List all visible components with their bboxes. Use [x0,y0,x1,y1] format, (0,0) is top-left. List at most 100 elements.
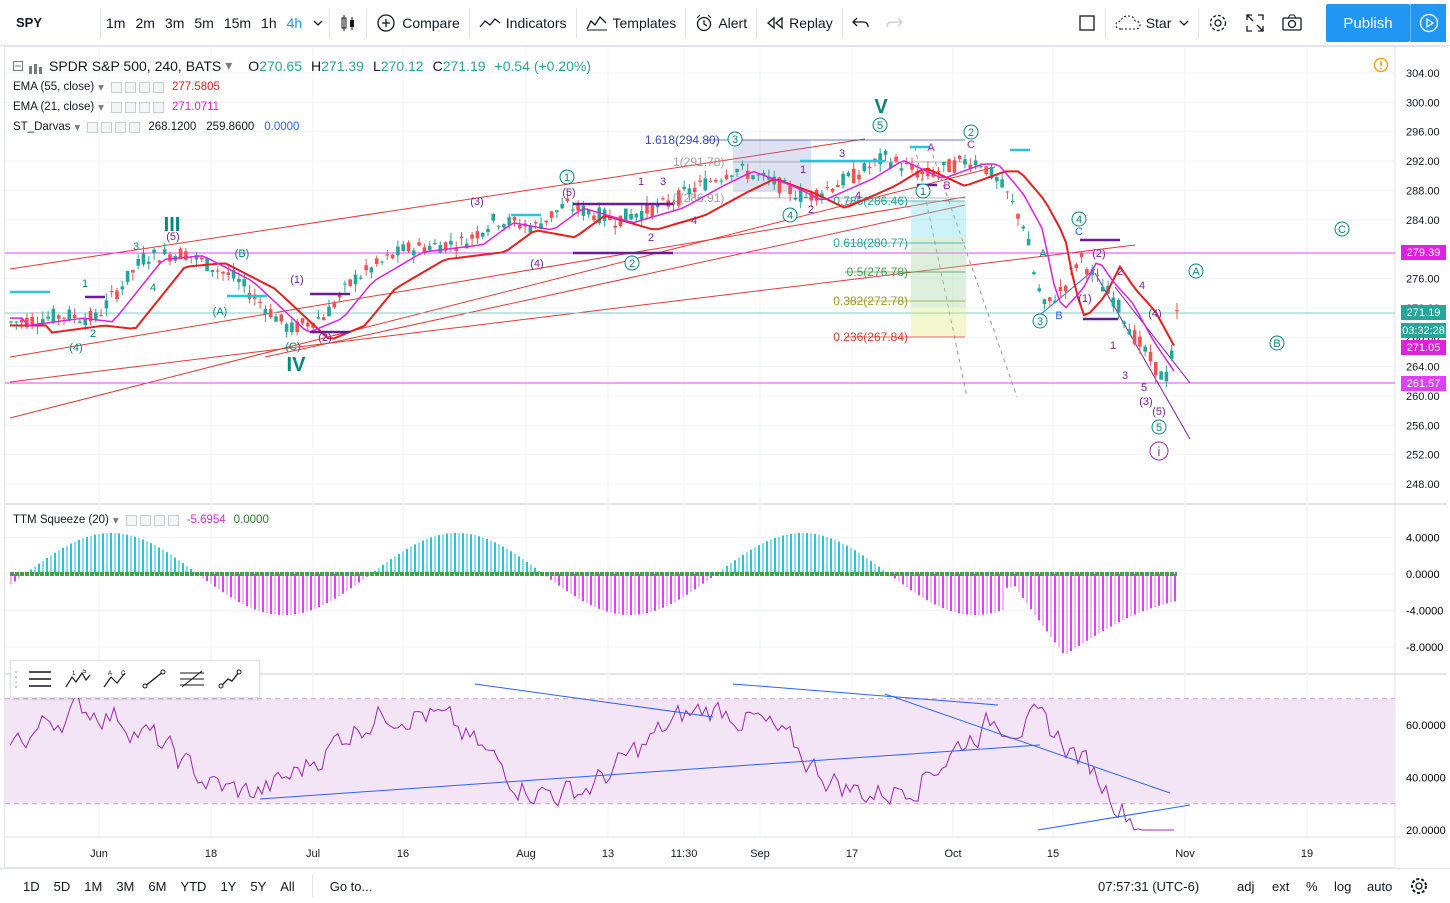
candle-body [1005,191,1010,193]
range-all[interactable]: All [280,878,295,894]
visibility-icon[interactable] [87,121,99,133]
interval-1m[interactable]: 1m [106,14,126,31]
star-button[interactable]: Star [1106,0,1199,46]
path-tool-icon[interactable] [211,661,249,697]
ema21-legend[interactable]: EMA (21, close) ▾ 271.0711 [13,100,219,114]
chart-container[interactable]: 1.618(294.80) 1(291.78) 0(286.91) 0.786(286… [4,46,1447,869]
candle-body [857,174,861,180]
range-1d[interactable]: 1D [23,878,40,894]
compare-button[interactable]: Compare [367,0,469,46]
candle-body [915,171,920,178]
templates-button[interactable]: Templates [577,0,686,46]
fib-retracement-icon[interactable] [173,661,211,697]
trend-line-icon[interactable] [135,661,173,697]
candle-body [1079,252,1084,258]
interval-4h[interactable]: 4h [286,14,303,31]
candle-body [412,250,416,256]
replay-button[interactable]: Replay [757,0,842,46]
interval-1h[interactable]: 1h [261,14,277,31]
drag-handle-icon[interactable] [11,664,21,694]
chevron-down-icon[interactable]: ▾ [98,82,104,94]
more-icon[interactable] [138,101,150,113]
snapshot-button[interactable] [1273,0,1311,46]
interval-2m[interactable]: 2m [135,14,155,31]
close-value: 271.19 [442,57,486,74]
camera-icon [1282,14,1303,31]
range-6m[interactable]: 6M [148,878,167,894]
goto-button[interactable]: Go to... [329,878,373,894]
symbol-search[interactable]: SPY [16,15,43,30]
ttm-legend[interactable]: TTM Squeeze (20) ▾ -5.6954 0.0000 [13,513,269,527]
close-icon[interactable] [167,514,179,526]
interval-dropdown-icon[interactable] [307,0,329,46]
close-icon[interactable] [152,81,164,93]
fullscreen-button[interactable] [1237,0,1273,46]
compare-label: Compare [402,14,460,31]
percent-toggle[interactable]: % [1306,878,1318,894]
candle-body [957,155,962,159]
fib-level-label: 1.618(294.80) [645,133,720,147]
close-icon[interactable] [129,121,141,133]
ema55-legend[interactable]: EMA (55, close) ▾ 277.5805 [13,80,220,94]
candle-body [1021,226,1026,229]
wave-circle [559,169,575,185]
settings-button[interactable] [1199,0,1237,46]
wave-label: 4 [855,190,861,202]
visibility-icon[interactable] [110,81,122,93]
alert-button[interactable]: Alert [686,0,756,46]
interval-5m[interactable]: 5m [194,14,214,31]
adj-toggle[interactable]: adj [1237,878,1255,894]
chevron-down-icon[interactable]: ▾ [112,515,119,527]
clock[interactable]: 07:57:31 (UTC-6) [1098,878,1200,894]
candle-body [820,193,824,197]
fullscreen-square-button[interactable] [1069,0,1105,46]
info-alert-icon[interactable] [1373,57,1389,78]
candle-body [883,150,888,155]
range-ytd[interactable]: YTD [180,878,207,894]
wave-label: 1 [1110,340,1116,352]
chevron-down-icon[interactable]: ▾ [225,57,233,73]
time-tick-label: 18 [205,848,217,860]
interval-3m[interactable]: 3m [164,14,185,31]
visibility-icon[interactable] [125,514,137,526]
range-1m[interactable]: 1M [84,878,103,894]
chevron-down-icon[interactable]: ▾ [98,102,104,114]
chart-type-candles-icon[interactable] [330,0,366,46]
auto-toggle[interactable]: auto [1367,878,1393,894]
more-icon[interactable] [115,121,127,133]
gear-icon[interactable] [124,101,136,113]
darvas-legend[interactable]: ST_Darvas ▾ 268.1200 259.8600 0.0000 [13,120,299,134]
range-5y[interactable]: 5Y [250,878,267,894]
more-icon[interactable] [138,81,150,93]
range-5d[interactable]: 5D [53,878,71,894]
candle-body [1169,350,1174,360]
open-label: O [248,57,260,74]
candle-body [231,270,236,279]
gear-icon[interactable] [124,81,136,93]
gear-icon[interactable] [139,514,151,526]
menu-lines-icon[interactable] [21,661,59,697]
chevron-down-icon[interactable]: ▾ [74,122,81,134]
close-icon[interactable] [152,101,164,113]
range-1y[interactable]: 1Y [220,878,237,894]
play-button[interactable] [1410,4,1446,42]
log-toggle[interactable]: log [1334,878,1352,894]
candle-body [867,166,872,169]
ext-toggle[interactable]: ext [1272,878,1290,894]
indicators-button[interactable]: Indicators [470,0,576,46]
interval-15m[interactable]: 15m [223,14,252,31]
visibility-icon[interactable] [110,101,122,113]
undo-button[interactable] [843,0,879,46]
collapse-icon[interactable] [13,60,23,71]
gear-icon[interactable] [101,121,113,133]
candle-body [1143,346,1147,352]
chart-canvas[interactable]: 1.618(294.80)1(291.78)0(286.91) 0.786(286… [5,47,1447,869]
redo-button[interactable] [879,0,909,46]
more-icon[interactable] [153,514,165,526]
range-3m[interactable]: 3M [116,878,135,894]
gear-icon[interactable] [1410,877,1428,898]
candle-body [942,161,946,166]
publish-button[interactable]: Publish [1326,4,1410,42]
